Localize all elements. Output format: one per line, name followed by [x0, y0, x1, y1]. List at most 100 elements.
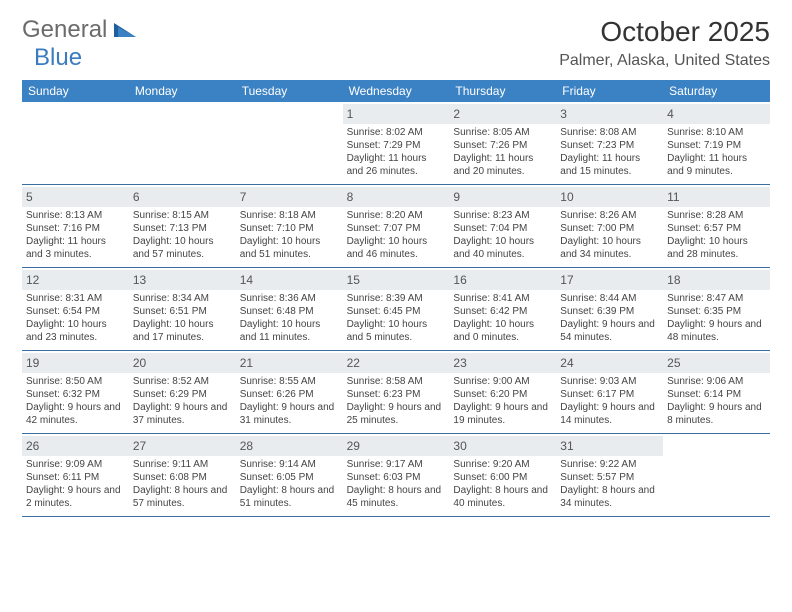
day-number-row: 13	[129, 270, 236, 290]
day-number-row: 19	[22, 353, 129, 373]
daylight-text: Daylight: 10 hours and 11 minutes.	[240, 318, 339, 344]
sunrise-text: Sunrise: 8:31 AM	[26, 292, 125, 305]
day-cell: 30Sunrise: 9:20 AMSunset: 6:00 PMDayligh…	[449, 434, 556, 516]
daylight-text: Daylight: 8 hours and 34 minutes.	[560, 484, 659, 510]
day-cell: 26 Sunrise: 9:09 AMSunset: 6:11 PMDayligh…	[22, 434, 129, 516]
sunrise-text: Sunrise: 9:17 AM	[347, 458, 446, 471]
day-info: Sunrise: 9:03 AMSunset: 6:17 PMDaylight:…	[560, 375, 659, 427]
day-cell: 24 Sunrise: 9:03 AMSunset: 6:17 PMDayligh…	[556, 351, 663, 433]
day-cell: 3Sunrise: 8:08 AMSunset: 7:23 PMDaylight…	[556, 102, 663, 184]
day-number-row: 18	[663, 270, 770, 290]
day-number: 25	[667, 356, 680, 370]
day-number: 4	[667, 107, 674, 121]
day-number: 20	[133, 356, 146, 370]
day-number-row	[663, 436, 770, 438]
sunset-text: Sunset: 7:00 PM	[560, 222, 659, 235]
day-cell: 18Sunrise: 8:47 AMSunset: 6:35 PMDayligh…	[663, 268, 770, 350]
sunrise-text: Sunrise: 8:50 AM	[26, 375, 125, 388]
week-row: 19Sunrise: 8:50 AMSunset: 6:32 PMDayligh…	[22, 351, 770, 434]
sunrise-text: Sunrise: 8:26 AM	[560, 209, 659, 222]
day-number-row: 30	[449, 436, 556, 456]
daylight-text: Daylight: 10 hours and 46 minutes.	[347, 235, 446, 261]
sunset-text: Sunset: 7:23 PM	[560, 139, 659, 152]
daylight-text: Daylight: 9 hours and 42 minutes.	[26, 401, 125, 427]
daylight-text: Daylight: 9 hours and 2 minutes.	[26, 484, 125, 510]
day-info: Sunrise: 8:13 AMSunset: 7:16 PMDaylight:…	[26, 209, 125, 261]
day-info: Sunrise: 8:31 AMSunset: 6:54 PMDaylight:…	[26, 292, 125, 344]
day-cell: 7Sunrise: 8:18 AMSunset: 7:10 PMDaylight…	[236, 185, 343, 267]
day-cell: 12Sunrise: 8:31 AMSunset: 6:54 PMDayligh…	[22, 268, 129, 350]
day-number: 6	[133, 190, 140, 204]
day-info: Sunrise: 9:09 AMSunset: 6:11 PMDaylight:…	[26, 458, 125, 510]
day-number-row: 6	[129, 187, 236, 207]
logo-blue-text: Blue	[34, 44, 82, 71]
calendar-grid: Sunday Monday Tuesday Wednesday Thursday…	[22, 80, 770, 517]
sunrise-text: Sunrise: 8:41 AM	[453, 292, 552, 305]
day-cell: 4 Sunrise: 8:10 AMSunset: 7:19 PMDaylight…	[663, 102, 770, 184]
daylight-text: Daylight: 9 hours and 19 minutes.	[453, 401, 552, 427]
day-number-row: 20	[129, 353, 236, 373]
sunrise-text: Sunrise: 8:58 AM	[347, 375, 446, 388]
sunset-text: Sunset: 6:17 PM	[560, 388, 659, 401]
day-cell: 15 Sunrise: 8:39 AMSunset: 6:45 PMDayligh…	[343, 268, 450, 350]
daylight-text: Daylight: 9 hours and 54 minutes.	[560, 318, 659, 344]
day-info: Sunrise: 8:23 AMSunset: 7:04 PMDaylight:…	[453, 209, 552, 261]
day-number: 11	[667, 190, 679, 204]
month-year-title: October 2025	[559, 16, 770, 48]
day-number: 26	[26, 439, 39, 453]
day-header-wed: Wednesday	[343, 80, 450, 102]
sunrise-text: Sunrise: 9:14 AM	[240, 458, 339, 471]
daylight-text: Daylight: 11 hours and 26 minutes.	[347, 152, 446, 178]
day-number-row: 15	[343, 270, 450, 290]
day-info: Sunrise: 9:06 AMSunset: 6:14 PMDaylight:…	[667, 375, 766, 427]
day-info: Sunrise: 8:26 AMSunset: 7:00 PMDaylight:…	[560, 209, 659, 261]
day-cell: 16Sunrise: 8:41 AMSunset: 6:42 PMDayligh…	[449, 268, 556, 350]
day-number-row: 29	[343, 436, 450, 456]
day-number-row: 9	[449, 187, 556, 207]
sunrise-text: Sunrise: 8:10 AM	[667, 126, 766, 139]
day-number: 19	[26, 356, 39, 370]
day-number: 15	[347, 273, 360, 287]
daylight-text: Daylight: 10 hours and 28 minutes.	[667, 235, 766, 261]
logo-text-wrap: General Blue	[22, 16, 136, 72]
day-info: Sunrise: 8:10 AMSunset: 7:19 PMDaylight:…	[667, 126, 766, 178]
day-info: Sunrise: 8:39 AMSunset: 6:45 PMDaylight:…	[347, 292, 446, 344]
day-number-row: 31	[556, 436, 663, 456]
day-header-thu: Thursday	[449, 80, 556, 102]
day-cell: 8Sunrise: 8:20 AMSunset: 7:07 PMDaylight…	[343, 185, 450, 267]
sunrise-text: Sunrise: 8:36 AM	[240, 292, 339, 305]
sunrise-text: Sunrise: 8:44 AM	[560, 292, 659, 305]
day-number: 24	[560, 356, 573, 370]
day-header-mon: Monday	[129, 80, 236, 102]
day-header-sun: Sunday	[22, 80, 129, 102]
daylight-text: Daylight: 10 hours and 34 minutes.	[560, 235, 659, 261]
sunset-text: Sunset: 7:16 PM	[26, 222, 125, 235]
day-number-row	[22, 104, 129, 106]
day-info: Sunrise: 8:50 AMSunset: 6:32 PMDaylight:…	[26, 375, 125, 427]
daylight-text: Daylight: 10 hours and 0 minutes.	[453, 318, 552, 344]
sunset-text: Sunset: 6:32 PM	[26, 388, 125, 401]
day-number: 17	[560, 273, 573, 287]
sunrise-text: Sunrise: 9:03 AM	[560, 375, 659, 388]
day-info: Sunrise: 8:20 AMSunset: 7:07 PMDaylight:…	[347, 209, 446, 261]
day-number: 3	[560, 107, 567, 121]
sunrise-text: Sunrise: 9:11 AM	[133, 458, 232, 471]
day-info: Sunrise: 9:20 AMSunset: 6:00 PMDaylight:…	[453, 458, 552, 510]
day-number: 23	[453, 356, 466, 370]
sunrise-text: Sunrise: 8:15 AM	[133, 209, 232, 222]
sunset-text: Sunset: 6:08 PM	[133, 471, 232, 484]
daylight-text: Daylight: 11 hours and 20 minutes.	[453, 152, 552, 178]
day-cell: 25 Sunrise: 9:06 AMSunset: 6:14 PMDayligh…	[663, 351, 770, 433]
sunrise-text: Sunrise: 8:20 AM	[347, 209, 446, 222]
day-cell: 17Sunrise: 8:44 AMSunset: 6:39 PMDayligh…	[556, 268, 663, 350]
logo-general-text: General	[22, 16, 107, 43]
sunset-text: Sunset: 7:13 PM	[133, 222, 232, 235]
day-cell: 10 Sunrise: 8:26 AMSunset: 7:00 PMDayligh…	[556, 185, 663, 267]
sunset-text: Sunset: 6:29 PM	[133, 388, 232, 401]
daylight-text: Daylight: 10 hours and 40 minutes.	[453, 235, 552, 261]
day-number: 10	[560, 190, 573, 204]
sunset-text: Sunset: 6:54 PM	[26, 305, 125, 318]
daylight-text: Daylight: 9 hours and 31 minutes.	[240, 401, 339, 427]
sunrise-text: Sunrise: 9:06 AM	[667, 375, 766, 388]
daylight-text: Daylight: 10 hours and 5 minutes.	[347, 318, 446, 344]
